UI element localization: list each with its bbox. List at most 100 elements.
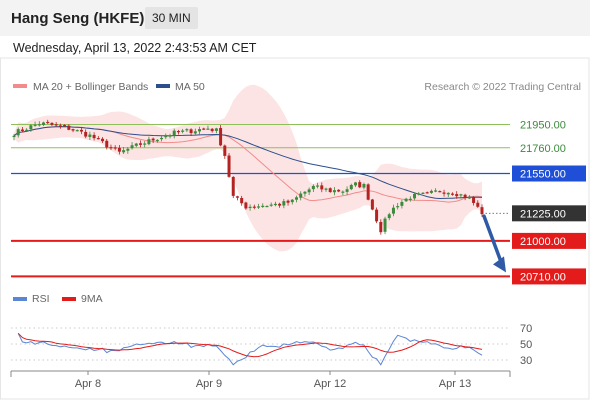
legend-swatch-9ma <box>62 297 76 301</box>
candle-body <box>231 176 235 196</box>
candle-body <box>375 209 379 222</box>
candle-body <box>155 139 159 142</box>
candle-51 <box>227 153 231 178</box>
candle-89 <box>387 212 391 221</box>
candle-41 <box>185 128 189 133</box>
level-tag-2 <box>512 165 586 182</box>
candle-15 <box>75 129 79 132</box>
candle-54 <box>240 195 244 206</box>
candle-27 <box>126 147 130 154</box>
candle-body <box>235 196 239 198</box>
candle-105 <box>455 191 459 199</box>
candle-83 <box>362 182 366 190</box>
candle-body <box>122 150 126 153</box>
candle-body <box>438 191 442 193</box>
candle-body <box>278 203 282 206</box>
candle-65 <box>286 199 290 206</box>
candle-body <box>126 148 130 151</box>
candle-53 <box>235 195 239 201</box>
candle-44 <box>198 126 202 135</box>
legend-label-ma50: MA 50 <box>175 81 205 93</box>
candle-86 <box>375 207 379 224</box>
candle-body <box>50 122 54 125</box>
candle-103 <box>446 192 450 197</box>
candle-body <box>240 197 244 204</box>
candle-87 <box>379 219 383 235</box>
candle-10 <box>54 122 58 127</box>
candle-1 <box>16 127 20 138</box>
candle-body <box>383 218 387 232</box>
candle-body <box>307 189 311 193</box>
instrument-title: Hang Seng (HKFE) <box>11 10 145 27</box>
candle-49 <box>219 125 223 147</box>
candle-11 <box>58 123 62 129</box>
candle-99 <box>429 189 433 194</box>
candle-48 <box>214 127 218 134</box>
candle-body <box>480 207 484 215</box>
rsi-tick-label-1: 50 <box>520 339 532 351</box>
candle-body <box>269 204 273 206</box>
candle-93 <box>404 197 408 202</box>
candle-body <box>446 192 450 195</box>
candle-body <box>223 145 227 156</box>
candle-body <box>37 124 41 126</box>
projection-arrow-head <box>493 256 506 273</box>
candle-95 <box>413 192 417 201</box>
candle-109 <box>472 196 476 206</box>
candle-46 <box>206 125 210 130</box>
time-tick-label-1: Apr 9 <box>196 378 222 390</box>
candle-body <box>450 193 454 195</box>
candle-17 <box>84 129 88 139</box>
candle-71 <box>311 184 315 192</box>
candle-body <box>429 190 433 193</box>
candle-body <box>193 131 197 134</box>
candle-body <box>442 192 446 194</box>
candle-body <box>113 147 117 149</box>
candle-body <box>202 128 206 130</box>
candle-107 <box>463 193 467 201</box>
candle-body <box>294 197 298 200</box>
copyright-label: Research © 2022 Trading Central <box>424 81 581 93</box>
candle-59 <box>261 203 265 208</box>
candle-body <box>257 206 261 208</box>
candle-13 <box>67 124 71 131</box>
candle-108 <box>467 195 471 200</box>
candle-body <box>303 191 307 194</box>
candle-31 <box>143 141 147 148</box>
candle-body <box>396 206 400 208</box>
candle-body <box>463 194 467 198</box>
candle-body <box>332 190 336 193</box>
candle-12 <box>63 124 67 127</box>
candle-body <box>366 184 370 200</box>
candle-30 <box>138 140 142 148</box>
candle-18 <box>88 131 92 141</box>
timeframe-button[interactable]: 30 MIN <box>145 7 198 29</box>
candle-body <box>349 184 353 190</box>
candle-69 <box>303 191 307 197</box>
level-label-1: 21760.00 <box>520 143 566 155</box>
legend-swatch-ma50 <box>156 84 170 88</box>
candle-56 <box>248 204 252 211</box>
candle-body <box>320 185 324 190</box>
candle-body <box>117 147 121 152</box>
candle-100 <box>434 188 438 193</box>
candle-body <box>417 193 421 195</box>
candle-88 <box>383 216 387 235</box>
candle-body <box>358 182 362 188</box>
candle-57 <box>252 204 256 210</box>
candle-40 <box>181 128 185 134</box>
candle-24 <box>113 145 117 151</box>
candle-body <box>286 200 290 203</box>
candle-body <box>160 137 164 140</box>
candle-body <box>143 143 147 145</box>
rsi-tick-label-2: 30 <box>520 355 532 367</box>
candle-body <box>88 134 92 137</box>
level-tag-3 <box>512 205 586 222</box>
legend-swatch-rsi <box>13 297 27 301</box>
candle-body <box>92 134 96 139</box>
candle-19 <box>92 132 96 141</box>
candle-body <box>472 197 476 203</box>
candle-body <box>71 129 75 131</box>
price-plot: 21950.00 21760.00 21550.00 21225.00 21000.00… <box>11 84 586 285</box>
